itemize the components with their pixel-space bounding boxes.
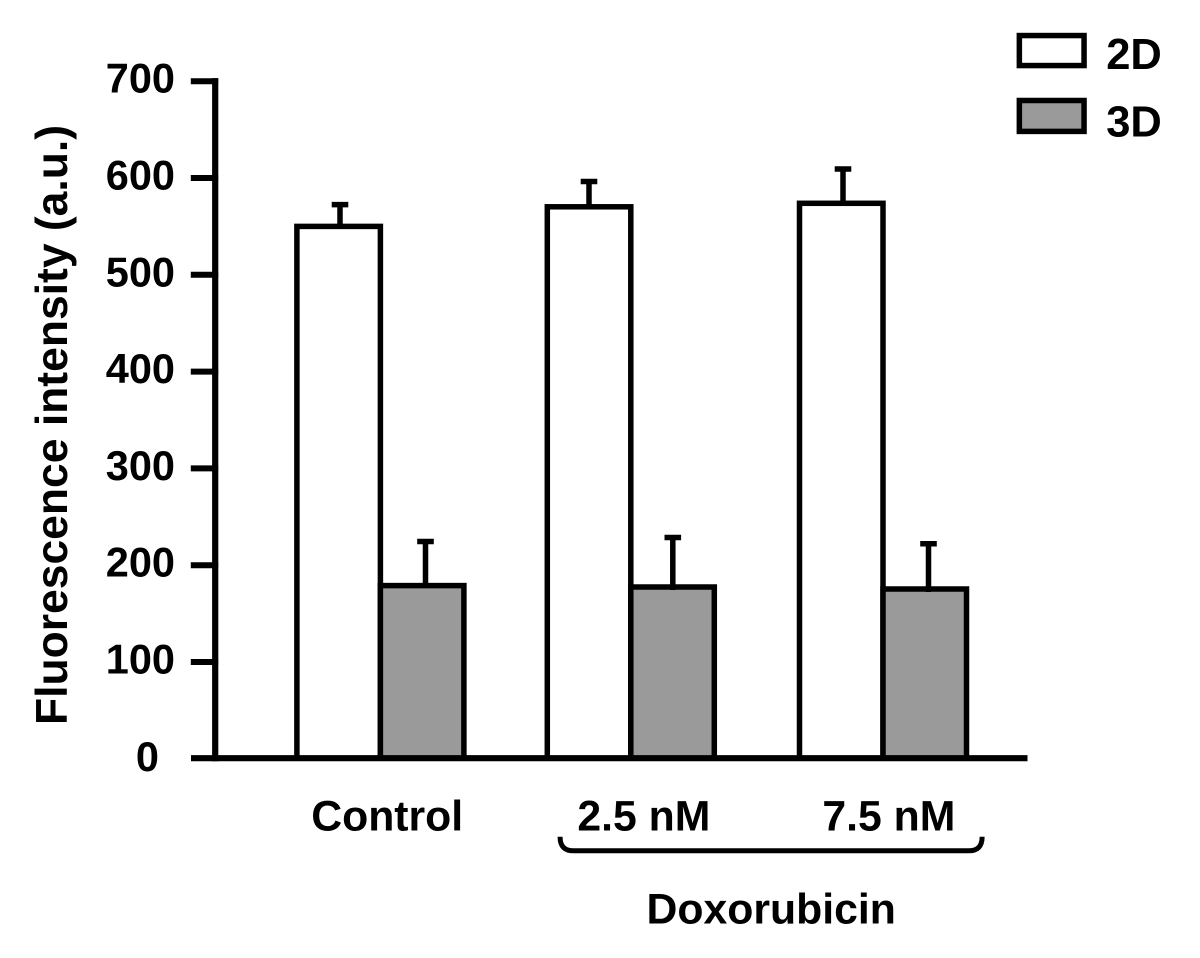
svg-text:700: 700 — [106, 55, 175, 102]
svg-text:3D: 3D — [1106, 99, 1162, 147]
svg-text:2.5 nM: 2.5 nM — [577, 792, 710, 840]
svg-text:Fluorescence intensity (a.u.): Fluorescence intensity (a.u.) — [28, 125, 77, 725]
svg-text:2D: 2D — [1106, 31, 1162, 79]
svg-text:Control: Control — [311, 792, 463, 840]
svg-text:500: 500 — [106, 248, 175, 295]
svg-text:0: 0 — [136, 733, 159, 780]
svg-text:400: 400 — [106, 345, 175, 392]
svg-text:100: 100 — [106, 636, 175, 683]
svg-text:Doxorubicin: Doxorubicin — [647, 885, 896, 933]
svg-text:200: 200 — [106, 539, 175, 586]
svg-text:7.5 nM: 7.5 nM — [822, 792, 955, 840]
svg-text:600: 600 — [106, 152, 175, 199]
svg-text:300: 300 — [106, 442, 175, 489]
